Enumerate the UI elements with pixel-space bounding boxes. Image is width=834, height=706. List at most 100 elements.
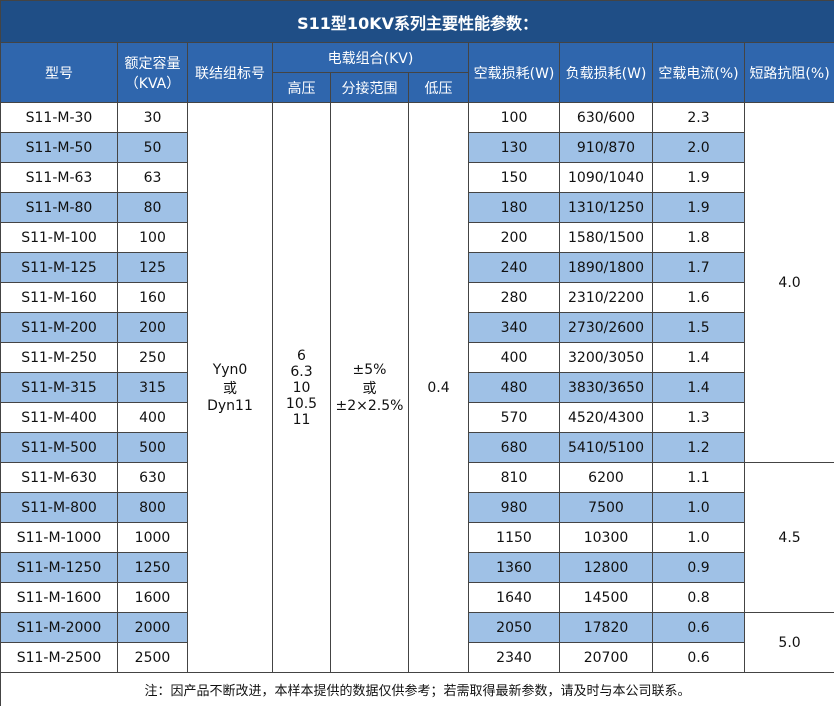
table-row: S11-M-2500 2500 2340 20700 0.6 xyxy=(0,642,834,673)
no-load-loss: 130 xyxy=(468,132,560,163)
load-loss: 910/870 xyxy=(559,132,653,163)
model: S11-M-1250 xyxy=(0,552,118,583)
load-loss: 17820 xyxy=(559,612,653,643)
table-row: S11-M-63 63 150 1090/1040 1.9 xyxy=(0,162,834,193)
no-load-loss: 980 xyxy=(468,492,560,523)
no-load-loss: 1640 xyxy=(468,582,560,613)
no-load-loss: 400 xyxy=(468,342,560,373)
capacity: 1600 xyxy=(117,582,188,613)
model: S11-M-2500 xyxy=(0,642,118,673)
load-loss: 7500 xyxy=(559,492,653,523)
header-cell: 额定容量 （KVA） xyxy=(117,42,188,103)
no-load-current: 1.5 xyxy=(652,312,745,343)
cell-line: ±5% xyxy=(352,361,387,378)
title-row: S11型10KV系列主要性能参数： xyxy=(0,0,834,43)
capacity: 800 xyxy=(117,492,188,523)
table-row: S11-M-250 250 400 3200/3050 1.4 xyxy=(0,342,834,373)
cell-line: 或 xyxy=(223,380,237,397)
model: S11-M-125 xyxy=(0,252,118,283)
header-cell: 电载组合(KV) xyxy=(272,42,469,73)
capacity: 250 xyxy=(117,342,188,373)
model: S11-M-400 xyxy=(0,402,118,433)
table-row: S11-M-1250 1250 1360 12800 0.9 xyxy=(0,552,834,583)
no-load-current: 1.1 xyxy=(652,462,745,493)
table-row: S11-M-400 400 570 4520/4300 1.3 xyxy=(0,402,834,433)
capacity: 63 xyxy=(117,162,188,193)
no-load-current: 1.7 xyxy=(652,252,745,283)
cell-line: Dyn11 xyxy=(207,397,253,414)
model: S11-M-80 xyxy=(0,192,118,223)
capacity: 30 xyxy=(117,102,188,133)
load-loss: 3200/3050 xyxy=(559,342,653,373)
header-cell: 低压 xyxy=(408,72,469,103)
load-loss: 6200 xyxy=(559,462,653,493)
no-load-loss: 480 xyxy=(468,372,560,403)
capacity: 1250 xyxy=(117,552,188,583)
model: S11-M-1000 xyxy=(0,522,118,553)
no-load-current: 1.8 xyxy=(652,222,745,253)
no-load-loss: 280 xyxy=(468,282,560,313)
table-row: S11-M-500 500 680 5410/5100 1.2 xyxy=(0,432,834,463)
cell-line: 6.3 xyxy=(290,363,313,380)
header-cell: 空载损耗(W) xyxy=(468,42,560,103)
cell-line: ±2×2.5% xyxy=(335,397,404,414)
capacity: 50 xyxy=(117,132,188,163)
load-loss: 10300 xyxy=(559,522,653,553)
no-load-loss: 240 xyxy=(468,252,560,283)
model: S11-M-30 xyxy=(0,102,118,133)
capacity: 1000 xyxy=(117,522,188,553)
table-title: S11型10KV系列主要性能参数： xyxy=(0,0,834,43)
load-loss: 1890/1800 xyxy=(559,252,653,283)
cell-line: 6 xyxy=(297,347,306,364)
no-load-current: 1.9 xyxy=(652,192,745,223)
model: S11-M-100 xyxy=(0,222,118,253)
load-loss: 20700 xyxy=(559,642,653,673)
capacity: 125 xyxy=(117,252,188,283)
table-row: S11-M-2000 2000 2050 17820 0.6 5.0 xyxy=(0,612,834,673)
cell-line: 10 xyxy=(292,379,311,396)
cell-line: 11 xyxy=(292,411,311,428)
no-load-loss: 680 xyxy=(468,432,560,463)
model: S11-M-630 xyxy=(0,462,118,493)
impedance: 4.0 xyxy=(743,102,834,463)
table-row: S11-M-80 80 180 1310/1250 1.9 xyxy=(0,192,834,223)
load-loss: 2310/2200 xyxy=(559,282,653,313)
header-cell: 型号 xyxy=(0,42,118,103)
capacity: 80 xyxy=(117,192,188,223)
model: S11-M-160 xyxy=(0,282,118,313)
header-cell: 分接范围 xyxy=(330,72,409,103)
table-row: S11-M-160 160 280 2310/2200 1.6 xyxy=(0,282,834,313)
no-load-current: 1.4 xyxy=(652,342,745,373)
no-load-current: 0.8 xyxy=(652,582,745,613)
cell-line: （KVA） xyxy=(124,75,181,92)
no-load-current: 2.3 xyxy=(652,102,745,133)
table-row: S11-M-50 50 130 910/870 2.0 xyxy=(0,132,834,163)
no-load-current: 2.0 xyxy=(652,132,745,163)
load-loss: 14500 xyxy=(559,582,653,613)
no-load-current: 1.9 xyxy=(652,162,745,193)
capacity: 200 xyxy=(117,312,188,343)
load-loss: 1090/1040 xyxy=(559,162,653,193)
no-load-current: 1.4 xyxy=(652,372,745,403)
capacity: 630 xyxy=(117,462,188,493)
table-row: S11-M-30 30 Yyn0 或 Dyn11 6 6.3 10 10.5 11 ±5% 或 ±2×2… xyxy=(0,102,834,673)
load-loss: 1580/1500 xyxy=(559,222,653,253)
capacity: 500 xyxy=(117,432,188,463)
no-load-loss: 180 xyxy=(468,192,560,223)
no-load-loss: 150 xyxy=(468,162,560,193)
cell-line: 或 xyxy=(362,380,377,397)
load-loss: 1310/1250 xyxy=(559,192,653,223)
table-row: S11-M-630 630 810 6200 1.1 4.5 xyxy=(0,462,834,613)
cell-line: Yyn0 xyxy=(212,361,248,378)
load-loss: 5410/5100 xyxy=(559,432,653,463)
table-row: S11-M-315 315 480 3830/3650 1.4 xyxy=(0,372,834,403)
header-cell: 负载损耗(W) xyxy=(559,42,653,103)
no-load-loss: 1360 xyxy=(468,552,560,583)
no-load-loss: 200 xyxy=(468,222,560,253)
model: S11-M-500 xyxy=(0,432,118,463)
no-load-current: 1.0 xyxy=(652,522,745,553)
capacity: 400 xyxy=(117,402,188,433)
no-load-current: 1.2 xyxy=(652,432,745,463)
load-loss: 3830/3650 xyxy=(559,372,653,403)
